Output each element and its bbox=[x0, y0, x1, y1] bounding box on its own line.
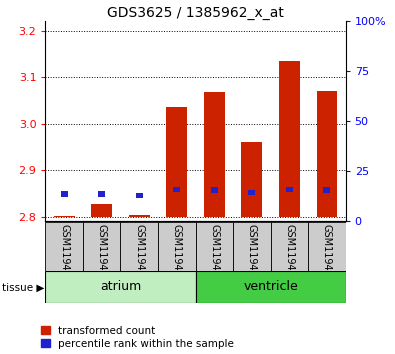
Bar bbox=[279, 61, 300, 217]
Bar bbox=[120, 222, 158, 271]
Bar bbox=[83, 222, 120, 271]
Bar bbox=[286, 187, 293, 193]
Legend: transformed count, percentile rank within the sample: transformed count, percentile rank withi… bbox=[41, 326, 234, 349]
Bar bbox=[98, 192, 105, 197]
Bar bbox=[248, 190, 255, 195]
Text: atrium: atrium bbox=[100, 280, 141, 293]
Text: GSM119427: GSM119427 bbox=[247, 224, 257, 284]
Text: GSM119429: GSM119429 bbox=[322, 224, 332, 284]
Bar bbox=[316, 91, 337, 217]
Text: GSM119425: GSM119425 bbox=[172, 224, 182, 284]
Bar bbox=[308, 222, 346, 271]
Text: GSM119422: GSM119422 bbox=[59, 224, 69, 284]
Bar bbox=[166, 107, 187, 217]
Bar bbox=[241, 142, 262, 217]
Text: GSM119426: GSM119426 bbox=[209, 224, 219, 284]
Bar bbox=[233, 222, 271, 271]
Text: ventricle: ventricle bbox=[243, 280, 298, 293]
Bar bbox=[211, 187, 218, 193]
Text: tissue ▶: tissue ▶ bbox=[2, 282, 44, 292]
Bar bbox=[136, 193, 143, 199]
Bar bbox=[45, 222, 83, 271]
Bar bbox=[271, 222, 308, 271]
Bar bbox=[45, 271, 196, 303]
Bar bbox=[324, 187, 330, 193]
Bar bbox=[204, 92, 225, 217]
Bar bbox=[196, 222, 233, 271]
Title: GDS3625 / 1385962_x_at: GDS3625 / 1385962_x_at bbox=[107, 6, 284, 20]
Text: GSM119428: GSM119428 bbox=[284, 224, 294, 284]
Bar bbox=[54, 216, 75, 217]
Bar bbox=[173, 187, 180, 193]
Bar bbox=[91, 204, 112, 217]
Bar bbox=[158, 222, 196, 271]
Bar bbox=[196, 271, 346, 303]
Bar bbox=[129, 215, 150, 217]
Bar bbox=[61, 192, 68, 197]
Text: GSM119423: GSM119423 bbox=[97, 224, 107, 284]
Text: GSM119424: GSM119424 bbox=[134, 224, 144, 284]
